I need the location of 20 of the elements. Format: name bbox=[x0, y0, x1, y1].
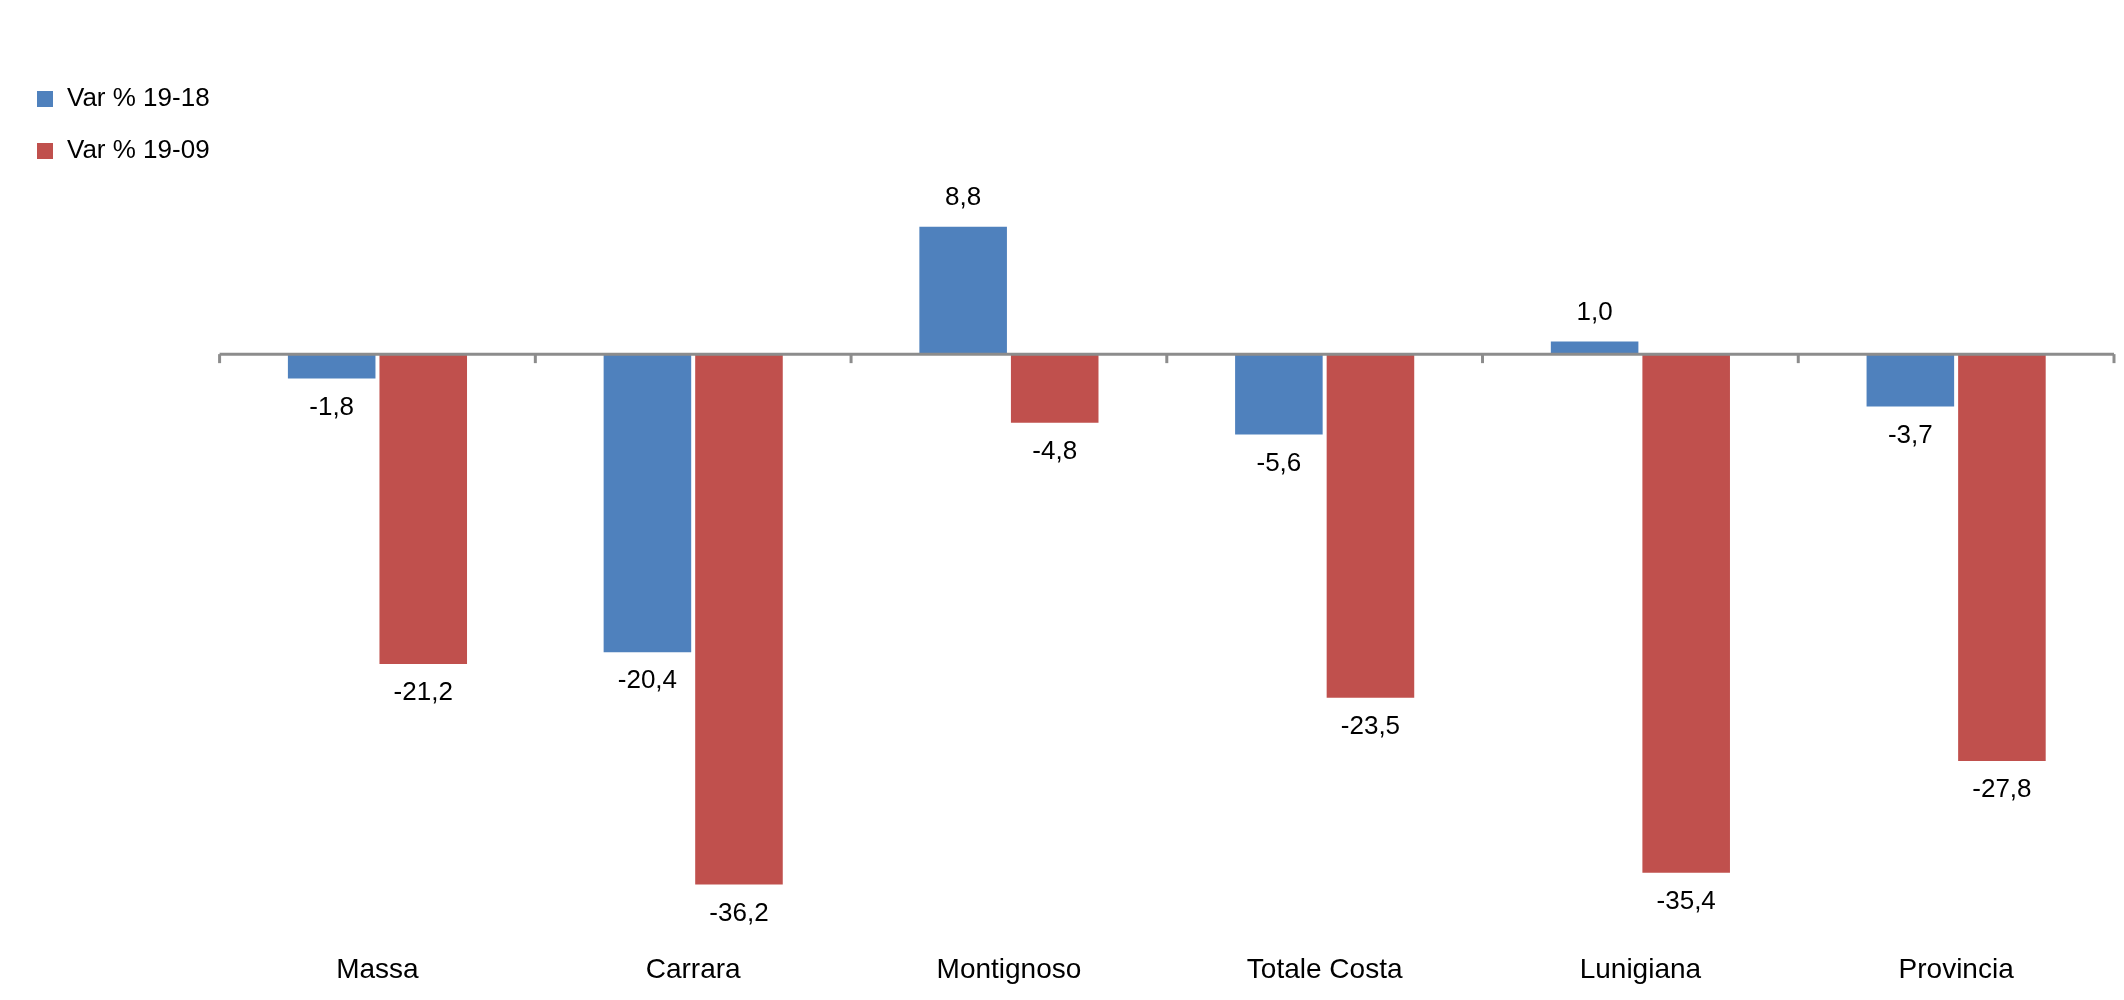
legend-label: Var % 19-09 bbox=[67, 134, 210, 165]
data-label: -35,4 bbox=[1656, 884, 1716, 915]
data-label: 1,0 bbox=[1576, 295, 1613, 326]
x-tick-label: Montignoso bbox=[936, 952, 1082, 984]
x-tick-label: Carrara bbox=[645, 952, 742, 984]
legend-label: Var % 19-18 bbox=[67, 82, 210, 113]
data-label: -5,6 bbox=[1256, 446, 1302, 477]
x-tick-label: Totale Costa bbox=[1246, 952, 1403, 984]
data-label: -1,8 bbox=[309, 390, 355, 421]
data-label: 8,8 bbox=[945, 180, 982, 211]
data-label: -4,8 bbox=[1032, 434, 1078, 465]
x-tick-label: Massa bbox=[336, 952, 420, 984]
x-tick-label: Provincia bbox=[1898, 952, 2015, 984]
data-label: -20,4 bbox=[617, 664, 678, 695]
data-label: -3,7 bbox=[1887, 418, 1933, 449]
data-label: -36,2 bbox=[709, 896, 769, 927]
data-label: -21,2 bbox=[393, 676, 453, 707]
data-label: -23,5 bbox=[1340, 709, 1401, 740]
x-tick-label: Lunigiana bbox=[1579, 952, 1702, 984]
data-label: -27,8 bbox=[1972, 773, 2032, 804]
